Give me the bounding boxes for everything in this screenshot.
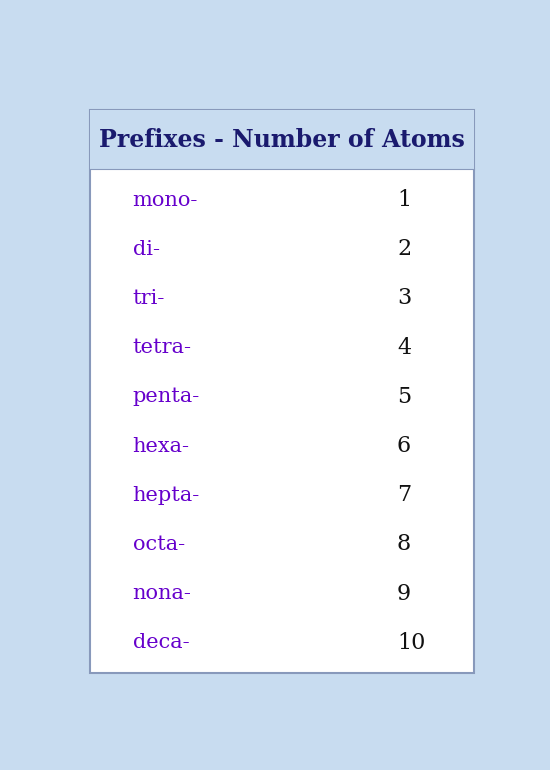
Text: 2: 2 — [397, 238, 411, 260]
Text: tri-: tri- — [133, 289, 165, 308]
Text: octa-: octa- — [133, 535, 185, 554]
Text: 4: 4 — [397, 336, 411, 359]
Text: tetra-: tetra- — [133, 338, 192, 357]
Text: 1: 1 — [397, 189, 411, 211]
Text: deca-: deca- — [133, 634, 189, 652]
Text: mono-: mono- — [133, 190, 198, 209]
Text: 7: 7 — [397, 484, 411, 507]
Text: 8: 8 — [397, 534, 411, 555]
Text: hexa-: hexa- — [133, 437, 190, 456]
Text: 10: 10 — [397, 632, 425, 654]
Text: 5: 5 — [397, 386, 411, 408]
Text: hepta-: hepta- — [133, 486, 200, 505]
Text: 9: 9 — [397, 583, 411, 604]
Text: di-: di- — [133, 239, 159, 259]
Text: 3: 3 — [397, 287, 411, 310]
Text: 6: 6 — [397, 435, 411, 457]
Text: Prefixes - Number of Atoms: Prefixes - Number of Atoms — [99, 128, 465, 152]
FancyBboxPatch shape — [90, 110, 474, 169]
Text: penta-: penta- — [133, 387, 200, 407]
FancyBboxPatch shape — [90, 110, 474, 674]
Text: nona-: nona- — [133, 584, 191, 603]
